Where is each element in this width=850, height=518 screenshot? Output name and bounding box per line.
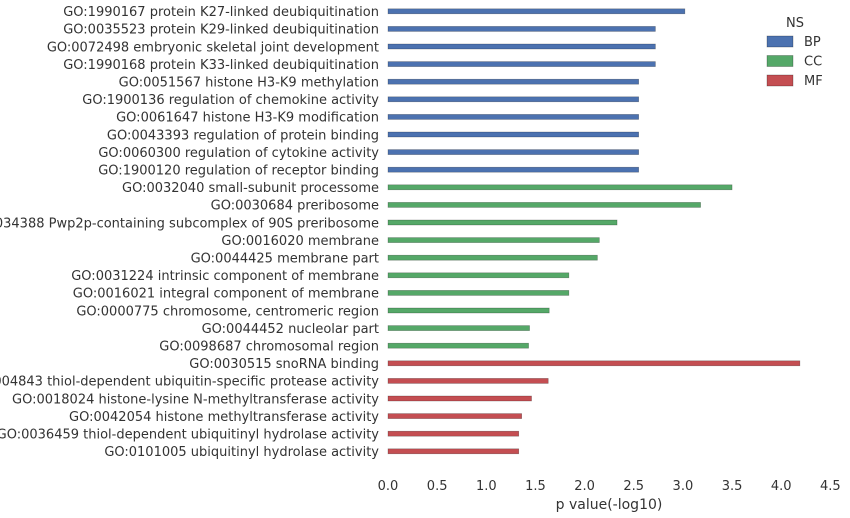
bar <box>387 325 530 331</box>
bar <box>387 237 600 243</box>
category-label: GO:0018024 histone-lysine N-methyltransf… <box>12 392 379 407</box>
bar <box>387 202 701 208</box>
x-tick-label: 0.5 <box>427 479 448 494</box>
x-tick-label: 3.5 <box>722 479 743 494</box>
category-label: GO:0101005 ubiquitinyl hydrolase activit… <box>104 445 379 460</box>
category-label: GO:0035523 protein K29-linked deubiquiti… <box>63 23 379 38</box>
bar <box>387 378 549 384</box>
legend-swatch <box>766 35 794 48</box>
bar <box>387 307 550 314</box>
category-label: GO:0016021 integral component of membran… <box>73 287 379 302</box>
x-axis-ticks: 0.0 0.5 1.0 1.5 2.0 2.5 3.0 3.5 4.0 4.5 <box>378 479 841 494</box>
bar <box>387 360 801 367</box>
bar <box>387 413 522 419</box>
bar <box>387 448 520 455</box>
category-label: GO:0030515 snoRNA binding <box>189 357 379 372</box>
legend-swatch <box>766 74 794 87</box>
category-label: GO:0042054 histone methyltransferase act… <box>69 410 379 425</box>
bar <box>387 430 520 437</box>
legend: NS BP CC MF <box>766 16 823 89</box>
x-tick-label: 4.5 <box>820 479 841 494</box>
legend-swatch <box>766 55 794 67</box>
bar <box>387 96 639 103</box>
bar <box>387 272 570 279</box>
legend-label: BP <box>804 35 821 50</box>
bar <box>387 26 656 32</box>
category-label: GO:1990167 protein K27-linked deubiquiti… <box>63 5 379 20</box>
bars-layer <box>387 8 801 455</box>
bar <box>387 78 639 85</box>
category-label: GO:0032040 small-subunit processome <box>122 181 379 196</box>
legend-title: NS <box>786 16 804 31</box>
category-label: GO:0004843 thiol-dependent ubiquitin-spe… <box>0 375 379 390</box>
category-label: GO:0061647 histone H3-K9 modification <box>116 111 379 126</box>
legend-label: CC <box>804 55 822 70</box>
category-label: GO:1900136 regulation of chemokine activ… <box>82 93 379 108</box>
legend-label: MF <box>804 74 823 89</box>
bar <box>387 61 656 67</box>
category-label: GO:0000775 chromosome, centromeric regio… <box>76 304 379 319</box>
category-label: GO:0043393 regulation of protein binding <box>107 128 379 143</box>
bar <box>387 166 639 173</box>
bar <box>387 8 686 15</box>
category-label: GO:0044452 nucleolar part <box>202 322 379 337</box>
category-label: GO:0072498 embryonic skeletal joint deve… <box>47 40 379 55</box>
x-tick-label: 1.5 <box>525 479 546 494</box>
bar <box>387 219 618 226</box>
category-label: GO:0016020 membrane <box>221 234 379 249</box>
x-tick-label: 3.0 <box>673 479 694 494</box>
category-label: GO:0030684 preribosome <box>211 199 379 214</box>
category-label: GO:0044425 membrane part <box>191 252 379 267</box>
bar <box>387 254 598 261</box>
x-axis-label: p value(-log10) <box>556 497 663 513</box>
bar <box>387 114 639 120</box>
legend-entries: BP CC MF <box>766 35 823 89</box>
bar <box>387 395 532 402</box>
x-tick-label: 4.0 <box>771 479 792 494</box>
bar <box>387 149 639 155</box>
category-label: GO:0034388 Pwp2p-containing subcomplex o… <box>0 216 379 231</box>
category-label: GO:0031224 intrinsic component of membra… <box>71 269 379 284</box>
x-tick-label: 2.5 <box>623 479 644 494</box>
category-label: GO:1990168 protein K33-linked deubiquiti… <box>63 58 379 73</box>
x-tick-label: 0.0 <box>378 479 399 494</box>
x-tick-label: 1.0 <box>476 479 497 494</box>
category-labels: GO:1990167 protein K27-linked deubiquiti… <box>0 5 379 460</box>
bar <box>387 290 570 296</box>
x-tick-label: 2.0 <box>574 479 595 494</box>
bar <box>387 131 639 138</box>
category-label: GO:0036459 thiol-dependent ubiquitinyl h… <box>0 428 379 443</box>
bar <box>387 342 529 349</box>
bar <box>387 43 656 50</box>
category-label: GO:0060300 regulation of cytokine activi… <box>98 146 379 161</box>
category-label: GO:1900120 regulation of receptor bindin… <box>98 164 379 179</box>
bar <box>387 184 733 191</box>
category-label: GO:0098687 chromosomal region <box>159 340 379 355</box>
category-label: GO:0051567 histone H3-K9 methylation <box>119 76 379 91</box>
